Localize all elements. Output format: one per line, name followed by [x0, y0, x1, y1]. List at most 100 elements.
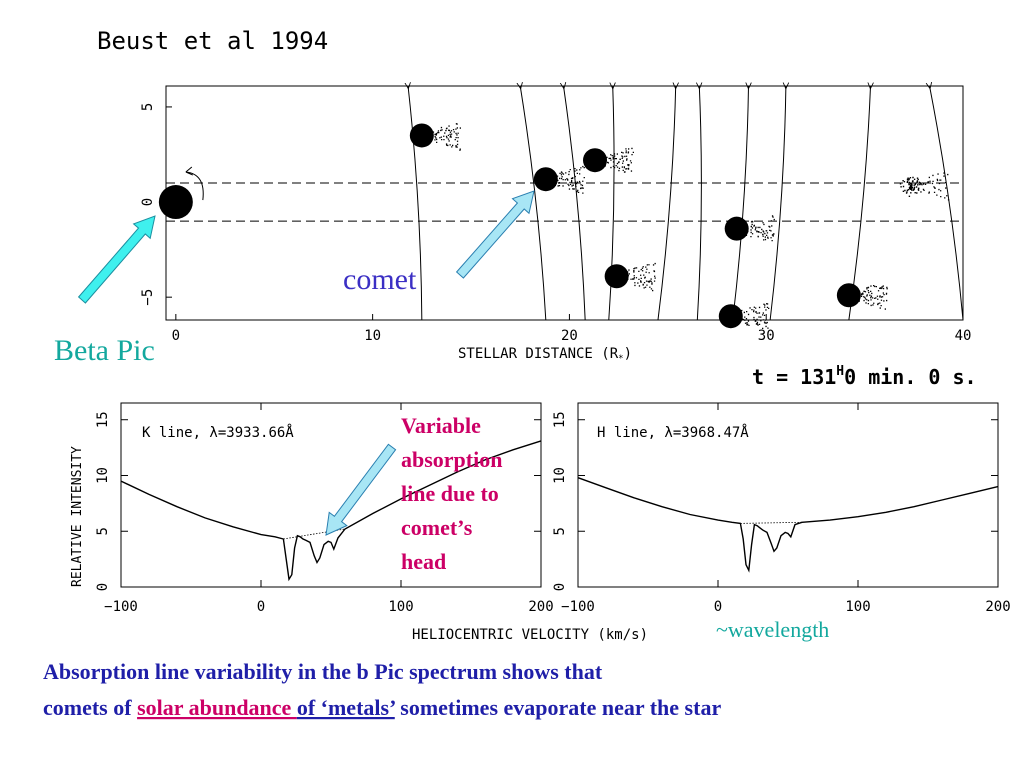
k-y-tick-label: 10 [95, 467, 111, 484]
orbit-y-tick-label: 0 [140, 198, 156, 206]
variable-line-note: Variable absorption line due to comet’s … [401, 413, 508, 574]
k-y-tick-label: 0 [95, 583, 111, 591]
comet-nucleus [718, 304, 743, 329]
caption-line-1: Absorption line variability in the b Pic… [43, 659, 603, 684]
orbit-xlabel-main: STELLAR DISTANCE (R [458, 346, 619, 362]
caption-metals: of ‘metals’ [297, 695, 395, 720]
shared-x-axis-label: HELIOCENTRIC VELOCITY (km/s) [412, 627, 648, 643]
k-x-tick-label: −100 [104, 599, 138, 615]
orbit-x-ticks: 0 10 20 30 40 [172, 314, 972, 344]
k-x-tick-label: 0 [257, 599, 265, 615]
k-y-tick-label: 15 [95, 411, 111, 428]
h-y-tick-label: 15 [552, 411, 568, 428]
variable-line-note-4: comet’s [401, 515, 473, 540]
k-panel-frame [120, 402, 542, 588]
k-y-axis-label: RELATIVE INTENSITY [70, 446, 85, 587]
k-y-tick-label: 5 [95, 527, 111, 535]
comet-tail [421, 123, 461, 151]
wavelength-note: ~wavelength [716, 617, 829, 642]
variable-line-note-1: Variable [401, 413, 481, 438]
h-panel-title: H line, λ=3968.47Å [597, 424, 749, 441]
k-title-value: 3933.66Å [226, 424, 294, 441]
comet-nucleus [836, 283, 861, 308]
comet-nucleus [583, 148, 608, 173]
caption-2d: sometimes evaporate near the star [395, 695, 722, 720]
h-title-prefix: H line, λ= [597, 425, 681, 441]
h-y-ticks: 0 5 10 15 [552, 411, 998, 591]
caption-line-2: comets of solar abundance of ‘metals’ so… [43, 695, 721, 720]
comet-tail [617, 262, 656, 292]
comet-tail [910, 172, 950, 201]
h-continuum-line [740, 521, 803, 524]
comet-head [899, 172, 950, 201]
comet-head [604, 262, 656, 292]
orbit-track [564, 86, 586, 321]
caption-2a: comets of [43, 695, 137, 720]
caption-solar-abundance: solar abundance [137, 695, 297, 720]
h-panel-frame [577, 402, 999, 588]
h-y-tick-label: 5 [552, 527, 568, 535]
orbit-xlabel-close: ) [624, 346, 632, 362]
citation-title: Beust et al 1994 [97, 27, 328, 55]
beta-pic-star [158, 185, 193, 220]
time-rest: 0 min. 0 s. [844, 365, 976, 389]
comet-nucleus [533, 167, 558, 192]
h-x-tick-label: 100 [845, 599, 870, 615]
h-title-value: 3968.47Å [681, 424, 749, 441]
comet-head [836, 283, 888, 310]
orbit-track [608, 86, 614, 321]
comet-head [718, 303, 770, 329]
comet-label: comet [343, 263, 417, 296]
orbit-x-axis-label: STELLAR DISTANCE (R*) [458, 346, 632, 364]
variable-line-note-3: line due to [401, 481, 499, 506]
beta-pic-label: Beta Pic [54, 334, 155, 367]
orbit-track [769, 86, 786, 321]
orbit-y-tick-label: 5 [140, 103, 156, 111]
comet-heads [409, 123, 950, 329]
orbit-y-ticks: 5 0 −5 [140, 103, 172, 306]
h-y-tick-label: 0 [552, 583, 568, 591]
k-title-prefix: K line, λ= [142, 425, 226, 441]
orbit-x-tick-label: 20 [561, 328, 578, 344]
variable-line-note-2: absorption [401, 447, 502, 472]
beta-pic-pointer-arrow-icon [77, 215, 156, 304]
comet-tail [730, 303, 770, 329]
comet-nucleus [604, 264, 629, 289]
orbit-track [930, 86, 964, 321]
rotation-arrow-icon [185, 166, 204, 201]
h-spectrum-line [577, 477, 999, 573]
k-x-tick-label: 200 [528, 599, 553, 615]
orbit-track [732, 86, 749, 321]
k-x-tick-label: 100 [388, 599, 413, 615]
comet-head [583, 147, 634, 173]
k-x-ticks: −100 0 100 200 [104, 403, 554, 615]
comet-nucleus [724, 216, 749, 241]
orbit-track [697, 86, 701, 321]
comet-head [724, 215, 775, 242]
orbit-x-tick-label: 10 [364, 328, 381, 344]
time-sup: H [836, 364, 844, 379]
h-x-ticks: −100 0 100 200 [561, 403, 1011, 615]
comet-diffuse-nucleus [899, 176, 922, 197]
orbit-tracks [408, 86, 964, 321]
orbit-track [408, 86, 423, 321]
variable-line-note-5: head [401, 549, 446, 574]
variable-line-pointer-arrow-icon [325, 443, 397, 536]
k-spectrum-line [120, 440, 542, 582]
comet-tail [849, 285, 888, 310]
orbit-plot: 0 10 20 30 40 50−5 STELLAR DISTANCE (R*) [140, 86, 971, 364]
time-stamp: t = 131H0 min. 0 s. [752, 364, 977, 389]
k-y-ticks: 0 5 10 15 [95, 411, 541, 591]
h-x-tick-label: 200 [985, 599, 1010, 615]
orbit-x-tick-label: 40 [955, 328, 972, 344]
orbit-y-tick-label: −5 [140, 289, 156, 306]
comet-head [533, 165, 585, 194]
k-panel-title: K line, λ=3933.66Å [142, 424, 294, 441]
orbit-x-tick-label: 30 [758, 328, 775, 344]
h-y-tick-label: 10 [552, 467, 568, 484]
orbit-track [657, 86, 676, 321]
comet-nucleus [409, 123, 434, 148]
comet-head [409, 123, 461, 151]
h-line-spectrum-panel: −100 0 100 200 0 5 10 15 H line, λ=3968.47Å [552, 402, 1011, 615]
